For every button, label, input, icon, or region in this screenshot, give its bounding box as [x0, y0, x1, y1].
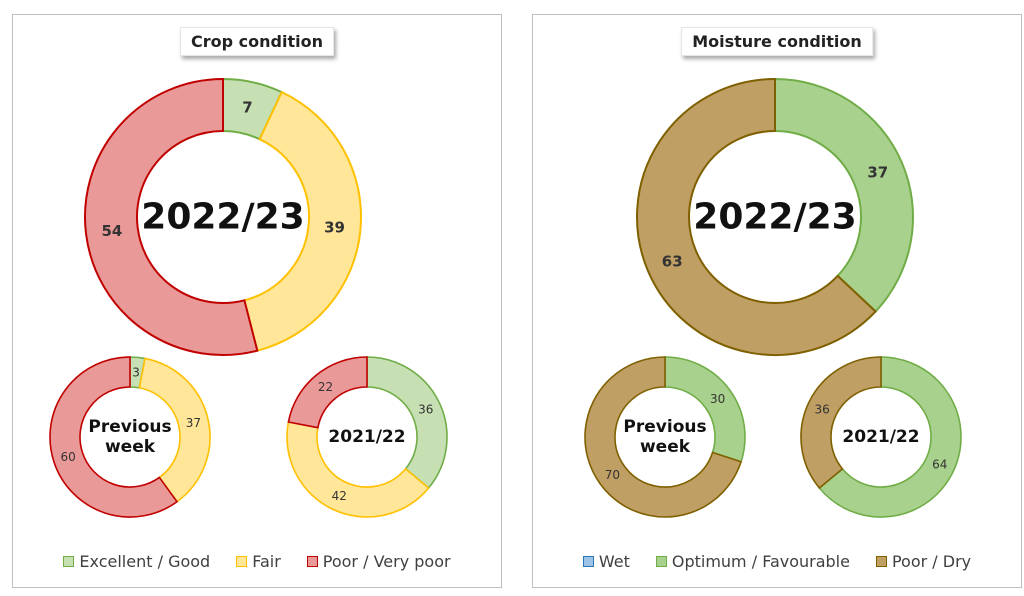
- slice-poor-very-poor: [84, 77, 259, 356]
- center-label: 2022/23: [693, 197, 856, 238]
- slice-optimum-favourable: [774, 77, 914, 313]
- legend-item-poor-dry: Poor / Dry: [875, 552, 972, 571]
- legend-item-optimum: Optimum / Favourable: [655, 552, 850, 571]
- slice-excellent-good: [366, 356, 448, 490]
- donut-chart: 64 36 2021/22: [800, 356, 962, 518]
- slice-poor-dry: [636, 77, 878, 356]
- slice-poor-dry: [584, 356, 743, 518]
- legend-swatch: [655, 556, 667, 567]
- legend: Excellent / Good Fair Poor / Very poor: [13, 552, 501, 571]
- legend-label: Excellent / Good: [79, 552, 211, 571]
- data-label: 37: [867, 164, 888, 182]
- data-label: 64: [932, 458, 947, 472]
- data-label: 7: [242, 99, 252, 117]
- donut-chart: 36 42 22 2021/22: [286, 356, 448, 518]
- donut-chart: 37 63 2022/23: [636, 77, 914, 356]
- donut-chart: 7 39 54 2022/23: [84, 77, 362, 356]
- legend-item-wet: Wet: [582, 552, 630, 571]
- data-label: 3: [132, 365, 140, 379]
- legend: Wet Optimum / Favourable Poor / Dry: [533, 552, 1021, 571]
- moisture-condition-panel: Moisture condition 37 63 2022/23 30 70 Previo…: [532, 14, 1022, 588]
- slice-poor-very-poor: [49, 356, 179, 518]
- legend-item-fair: Fair: [236, 552, 281, 571]
- data-label: 70: [605, 468, 620, 482]
- data-label: 36: [418, 402, 433, 416]
- crop-condition-panel: Crop condition 7 39 54 2022/23 3 37 60 Previous…: [12, 14, 502, 588]
- slice-poor-very-poor: [287, 356, 368, 429]
- data-label: 60: [61, 450, 76, 464]
- legend-swatch: [875, 556, 887, 567]
- legend-item-poor: Poor / Very poor: [306, 552, 451, 571]
- slice-optimum-favourable: [818, 356, 962, 518]
- panel-title: Moisture condition: [681, 27, 873, 56]
- legend-label: Wet: [598, 552, 630, 571]
- data-label: 22: [318, 380, 333, 394]
- center-label: week: [640, 437, 691, 457]
- legend-swatch: [236, 556, 248, 567]
- center-label: Previous: [623, 417, 706, 437]
- legend-item-excellent-good: Excellent / Good: [63, 552, 210, 571]
- slice-fair: [138, 357, 211, 503]
- legend-swatch: [582, 556, 594, 567]
- legend-label: Poor / Very poor: [322, 552, 451, 571]
- center-label: Previous: [88, 417, 171, 437]
- slice-fair: [286, 421, 430, 518]
- center-label: 2022/23: [141, 197, 304, 238]
- legend-label: Fair: [252, 552, 281, 571]
- legend-label: Optimum / Favourable: [671, 552, 850, 571]
- center-label: week: [105, 437, 156, 457]
- data-label: 39: [324, 219, 345, 237]
- slice-poor-dry: [800, 356, 882, 490]
- legend-swatch: [63, 556, 75, 567]
- data-label: 54: [101, 222, 122, 240]
- center-label: 2021/22: [842, 427, 919, 447]
- data-label: 36: [815, 402, 830, 416]
- data-label: 63: [662, 252, 683, 270]
- legend-swatch: [306, 556, 318, 567]
- data-label: 37: [186, 416, 201, 430]
- data-label: 30: [710, 392, 725, 406]
- data-label: 42: [332, 489, 347, 503]
- center-label: 2021/22: [328, 427, 405, 447]
- panel-title: Crop condition: [180, 27, 334, 56]
- slice-optimum-favourable: [664, 356, 746, 463]
- legend-label: Poor / Dry: [891, 552, 972, 571]
- slice-fair: [243, 90, 362, 352]
